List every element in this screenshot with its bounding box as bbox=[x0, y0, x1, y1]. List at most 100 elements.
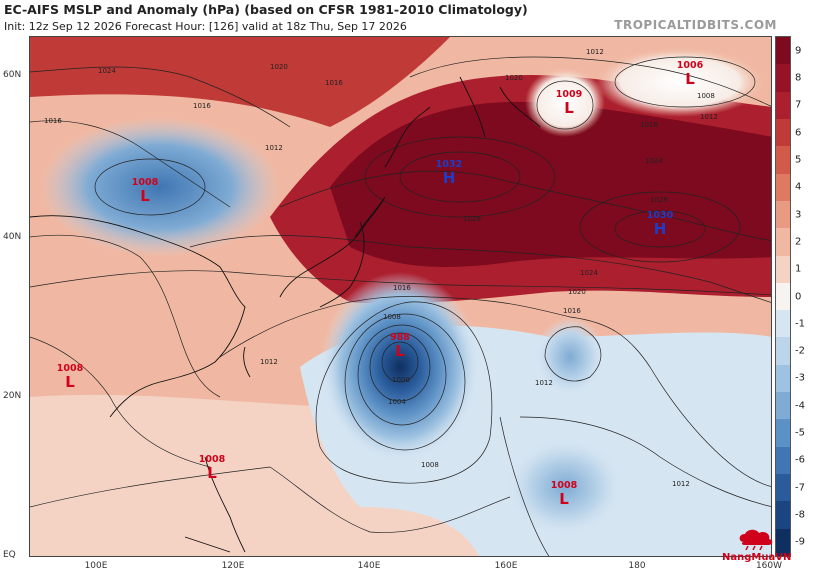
colorbar-swatch bbox=[776, 528, 790, 556]
credit-text: TROPICALTIDBITS.COM bbox=[614, 18, 777, 32]
isobar-label: 1004 bbox=[388, 398, 406, 406]
colorbar-tick-label: 0 bbox=[795, 291, 802, 302]
isobar-label: 1016 bbox=[193, 102, 211, 110]
isobar-label: 1020 bbox=[505, 74, 523, 82]
colorbar-tick-label: -3 bbox=[795, 372, 805, 384]
colorbar-tick-label: 1 bbox=[795, 263, 802, 275]
system-letter: L bbox=[395, 341, 405, 360]
lon-label-180: 180 bbox=[628, 561, 646, 571]
colorbar-swatch bbox=[776, 64, 790, 92]
system-pressure-value: 1006 bbox=[676, 60, 704, 71]
colorbar-tick-label: -2 bbox=[795, 345, 805, 357]
isobar-label: 1012 bbox=[672, 480, 690, 488]
system-letter: L bbox=[685, 69, 695, 88]
system-letter: L bbox=[559, 489, 569, 508]
colorbar-tick-label: -8 bbox=[795, 509, 805, 521]
colorbar-swatch bbox=[776, 501, 790, 529]
lon-label-160w: 160W bbox=[755, 561, 783, 571]
colorbar-tick-label: 7 bbox=[795, 99, 802, 111]
isobar-label: 1008 bbox=[421, 461, 439, 469]
colorbar-tick-label: 9 bbox=[795, 45, 802, 57]
system-letter: L bbox=[564, 98, 574, 117]
isobar-label: 1016 bbox=[44, 117, 62, 125]
secondary-low-anomaly bbox=[535, 317, 605, 397]
low-pressure-center: 1006 L bbox=[677, 61, 703, 87]
colorbar-tick-label: -6 bbox=[795, 454, 805, 466]
chart-subtitle: Init: 12z Sep 12 2026 Forecast Hour: [12… bbox=[4, 20, 407, 33]
low-pressure-center: 1008 L bbox=[132, 178, 158, 204]
isobar-label: 1012 bbox=[260, 358, 278, 366]
colorbar-tick-label: -7 bbox=[795, 482, 805, 494]
bering-low-patch bbox=[595, 47, 765, 117]
colorbar-swatch bbox=[776, 392, 790, 420]
northwest-warm-area bbox=[30, 37, 450, 127]
typhoon-low-center: 988 L bbox=[390, 333, 410, 359]
colorbar-swatch bbox=[776, 91, 790, 119]
isobar-label: 1024 bbox=[580, 269, 598, 277]
low-pressure-center: 1008 L bbox=[551, 481, 577, 507]
kamchatka-low-patch bbox=[525, 67, 605, 137]
isobar-label: 1028 bbox=[463, 215, 481, 223]
isobar-label: 1012 bbox=[700, 113, 718, 121]
colorbar-swatch bbox=[776, 200, 790, 229]
isobar-label: 1008 bbox=[697, 92, 715, 100]
low-pressure-center: 1008 L bbox=[57, 364, 83, 390]
colorbar-tick-label: -9 bbox=[795, 536, 805, 548]
typhoon-anomaly bbox=[320, 272, 480, 462]
colorbar-swatch bbox=[776, 173, 790, 201]
isobar-label: 1020 bbox=[270, 63, 288, 71]
isobar-label: 1028 bbox=[650, 196, 668, 204]
colorbar-tick-label: 4 bbox=[795, 181, 802, 193]
lat-label-eq: EQ bbox=[3, 550, 16, 560]
colorbar-swatch bbox=[776, 446, 790, 474]
low-pressure-center: 1009 L bbox=[556, 90, 582, 116]
colorbar-swatch bbox=[776, 337, 790, 365]
system-letter: L bbox=[140, 186, 150, 205]
colorbar-tick-label: 6 bbox=[795, 127, 802, 139]
map-canvas bbox=[30, 37, 771, 556]
colorbar-tick-label: 3 bbox=[795, 209, 802, 221]
watermark: NangMuaVN bbox=[722, 528, 792, 570]
system-letter: H bbox=[442, 168, 456, 187]
isobar-lines bbox=[30, 56, 771, 556]
isobar-label: 1024 bbox=[645, 157, 663, 165]
isobar-label: 1012 bbox=[535, 379, 553, 387]
chart-title: EC-AIFS MSLP and Anomaly (hPa) (based on… bbox=[4, 2, 528, 17]
lat-label-20n: 20N bbox=[3, 391, 22, 401]
colorbar-tick-label: 8 bbox=[795, 72, 802, 84]
map-area bbox=[29, 36, 772, 557]
lat-label-60n: 60N bbox=[3, 70, 22, 80]
system-pressure-value: 1030 bbox=[646, 210, 674, 221]
colorbar-swatch bbox=[776, 37, 790, 65]
colorbar-swatch bbox=[776, 474, 790, 502]
isobar-label: 1008 bbox=[383, 313, 401, 321]
system-pressure-value: 1008 bbox=[550, 480, 578, 491]
colorbar-swatch bbox=[776, 228, 790, 256]
colorbar-swatch bbox=[776, 364, 790, 393]
colorbar-swatch bbox=[776, 419, 790, 447]
system-pressure-value: 1008 bbox=[198, 454, 226, 465]
system-letter: L bbox=[207, 463, 217, 482]
coastlines bbox=[30, 76, 541, 553]
colorbar-tick-label: 5 bbox=[795, 154, 802, 166]
strong-positive-anomaly-core bbox=[330, 101, 771, 267]
china-cold-anomaly bbox=[40, 117, 280, 257]
system-pressure-value: 1008 bbox=[131, 177, 159, 188]
colorbar bbox=[775, 36, 791, 557]
colorbar-swatch bbox=[776, 146, 790, 174]
low-pressure-center: 1008 L bbox=[199, 455, 225, 481]
colorbar-swatch bbox=[776, 282, 790, 311]
high-pressure-center: 1030 H bbox=[647, 211, 673, 237]
system-pressure-value: 1032 bbox=[435, 159, 463, 170]
southern-low-anomaly bbox=[505, 437, 625, 537]
system-letter: L bbox=[65, 372, 75, 391]
lon-label-160e: 160E bbox=[494, 561, 518, 571]
colorbar-tick-label: 2 bbox=[795, 236, 802, 248]
isobar-label: 1016 bbox=[325, 79, 343, 87]
colorbar-tick-label: -5 bbox=[795, 427, 805, 439]
colorbar-tick-label: -1 bbox=[795, 318, 805, 330]
system-pressure-value: 1008 bbox=[56, 363, 84, 374]
isobar-label: 1012 bbox=[265, 144, 283, 152]
system-letter: H bbox=[653, 219, 667, 238]
isobar-label: 1024 bbox=[98, 67, 116, 75]
